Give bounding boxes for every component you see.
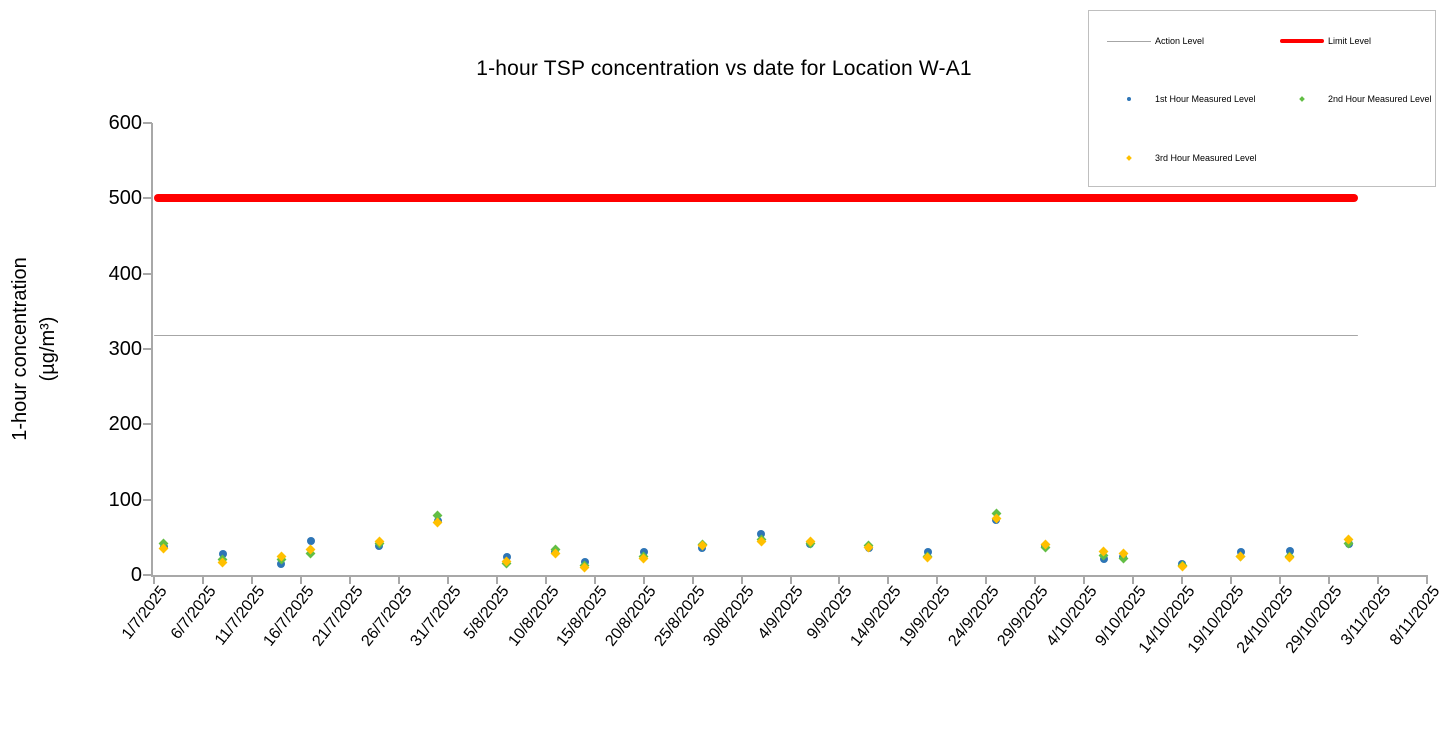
x-tick-mark — [201, 577, 204, 584]
action-level-line — [154, 334, 1359, 336]
x-tick-mark — [985, 577, 988, 584]
x-tick-label: 30/8/2025 — [700, 583, 758, 650]
x-tick-label: 5/8/2025 — [461, 583, 514, 643]
y-tick-mark — [143, 498, 152, 501]
3rd-hour-marker-swatch — [1126, 155, 1132, 161]
y-tick-mark — [143, 348, 152, 350]
x-tick-mark — [838, 577, 841, 584]
legend-label-1st-hour: 1st Hour Measured Level — [1155, 94, 1256, 104]
x-tick-mark — [789, 577, 792, 584]
x-tick-mark — [153, 577, 155, 584]
x-tick-mark — [348, 577, 351, 584]
y-axis-title-line1: 1-hour concentration — [9, 257, 31, 441]
x-axis-line — [151, 575, 1428, 577]
action-level-line-swatch — [1107, 40, 1151, 42]
2nd-hour-marker-swatch — [1299, 96, 1305, 102]
data-point-1st-hour-measured-level — [757, 530, 766, 539]
x-tick-label: 3/11/2025 — [1337, 583, 1395, 649]
x-tick-mark — [887, 577, 890, 584]
y-axis-line — [151, 123, 153, 577]
y-tick-mark — [143, 423, 152, 426]
x-tick-label: 4/9/2025 — [755, 583, 807, 643]
plot-area — [154, 123, 1427, 575]
x-tick-label: 1/7/2025 — [118, 583, 171, 643]
x-tick-label: 8/11/2025 — [1386, 583, 1444, 649]
y-tick-mark — [143, 574, 152, 576]
y-tick-mark — [143, 197, 152, 200]
y-tick-label: 600 — [108, 112, 142, 134]
x-tick-mark — [1132, 577, 1135, 584]
legend-label-3rd-hour: 3rd Hour Measured Level — [1155, 153, 1257, 163]
x-tick-mark — [936, 577, 939, 584]
y-tick-label: 0 — [130, 564, 142, 586]
y-tick-label: 500 — [108, 187, 142, 210]
data-point-1st-hour-measured-level — [1285, 546, 1294, 555]
legend-label-action-level: Action Level — [1155, 36, 1205, 46]
x-tick-mark — [1426, 577, 1428, 584]
x-tick-mark — [250, 577, 253, 584]
legend-item-2nd-hour: 2nd Hour Measured Level — [1280, 93, 1432, 105]
limit-level-line-swatch — [1280, 39, 1324, 43]
x-tick-mark — [740, 577, 743, 584]
legend: Action Level Limit Level 1st Hour Measur… — [1088, 10, 1436, 187]
1st-hour-marker-swatch — [1127, 97, 1131, 101]
y-axis-title: 1-hour concentration (µg/m³) — [6, 123, 62, 575]
x-tick-mark — [1083, 577, 1086, 584]
x-tick-mark — [1034, 577, 1037, 584]
y-tick-label: 300 — [108, 338, 142, 360]
x-tick-mark — [544, 577, 547, 584]
limit-level-line — [154, 194, 1359, 203]
legend-item-3rd-hour: 3rd Hour Measured Level — [1107, 152, 1257, 164]
y-tick-mark — [143, 122, 152, 124]
x-tick-label: 9/9/2025 — [804, 583, 856, 643]
y-tick-mark — [143, 272, 152, 275]
data-point-3rd-hour-measured-level — [1284, 552, 1295, 563]
x-tick-mark — [446, 577, 449, 584]
chart-title: 1-hour TSP concentration vs date for Loc… — [476, 57, 972, 80]
legend-item-action-level: Action Level — [1107, 35, 1204, 47]
legend-label-limit-level: Limit Level — [1328, 36, 1372, 46]
x-tick-mark — [495, 577, 498, 584]
x-tick-mark — [1181, 577, 1184, 584]
data-point-1st-hour-measured-level — [306, 537, 315, 546]
data-point-1st-hour-measured-level — [218, 549, 227, 558]
y-tick-label: 200 — [108, 413, 142, 436]
legend-label-2nd-hour: 2nd Hour Measured Level — [1328, 94, 1432, 104]
x-tick-mark — [299, 577, 302, 584]
x-tick-mark — [642, 577, 645, 584]
x-tick-mark — [593, 577, 596, 584]
x-tick-mark — [397, 577, 400, 584]
x-tick-mark — [1328, 577, 1331, 584]
legend-item-limit-level: Limit Level — [1280, 35, 1371, 47]
legend-item-1st-hour: 1st Hour Measured Level — [1107, 93, 1256, 105]
x-tick-label: 6/7/2025 — [167, 583, 220, 643]
x-tick-mark — [1230, 577, 1233, 584]
x-tick-mark — [1377, 577, 1380, 584]
y-tick-label: 400 — [108, 262, 142, 285]
y-tick-label: 100 — [108, 488, 142, 511]
x-tick-mark — [691, 577, 694, 584]
x-tick-mark — [1279, 577, 1282, 584]
